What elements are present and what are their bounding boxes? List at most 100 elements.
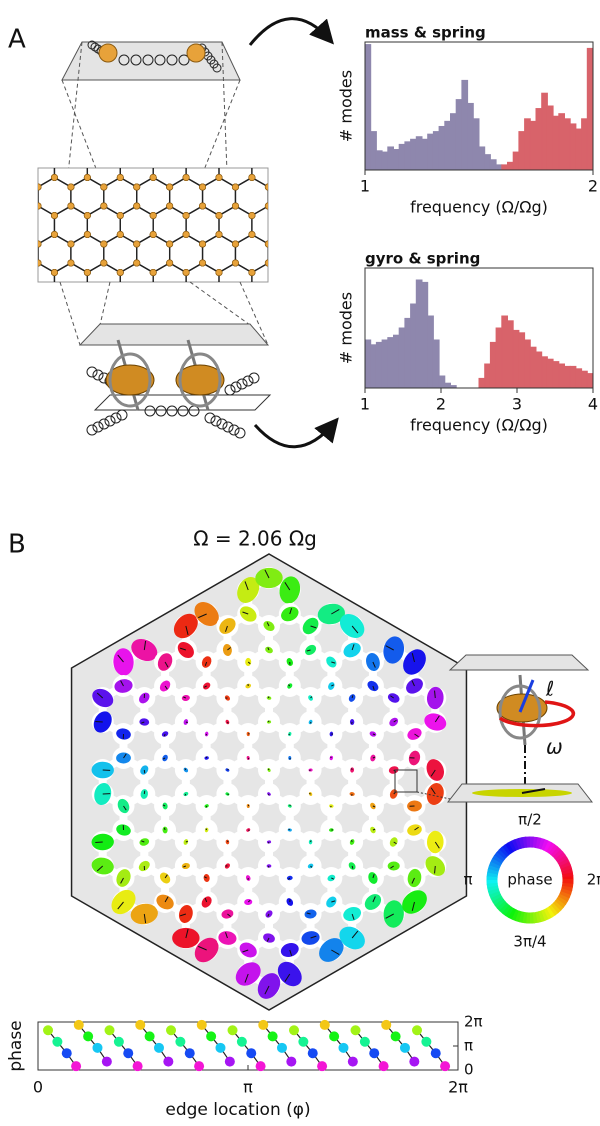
lattice-node — [249, 288, 255, 294]
panel-label: B — [8, 530, 26, 560]
lattice-node — [265, 146, 271, 152]
lattice-node — [216, 288, 222, 294]
x-tick-label: 1 — [360, 177, 370, 196]
gyro-pointer — [352, 695, 353, 698]
spring-coil — [105, 416, 115, 426]
histogram-bar — [565, 119, 571, 170]
lattice-node — [216, 117, 222, 123]
lattice-node — [84, 174, 90, 180]
hex-cell — [5, 235, 38, 273]
lattice-node — [84, 155, 90, 161]
histogram-bar — [451, 114, 457, 170]
lattice-node — [183, 269, 189, 275]
lattice-node — [265, 146, 271, 152]
gyro-pointer — [289, 829, 290, 830]
gyro-pointer — [248, 758, 249, 759]
histogram-bar — [445, 121, 451, 170]
lattice-node — [166, 317, 172, 323]
lattice-node — [2, 146, 8, 152]
lattice-node — [18, 212, 24, 218]
lattice-node — [282, 212, 288, 218]
gyro-pointer — [330, 806, 331, 807]
spring-coil — [87, 425, 97, 435]
phase-point — [246, 1048, 256, 1058]
wheel-label: π — [463, 871, 472, 889]
lattice-node — [150, 155, 156, 161]
x-tick-label: 2 — [436, 395, 446, 414]
lattice-node — [51, 288, 57, 294]
lattice-node — [199, 127, 205, 133]
lattice-node — [35, 127, 41, 133]
lattice-node — [2, 203, 8, 209]
lattice-node — [298, 146, 304, 152]
lattice-node — [298, 317, 304, 323]
phase-point — [369, 1048, 379, 1058]
lattice-node — [84, 288, 90, 294]
phase-point — [317, 1061, 327, 1071]
spring-coil — [87, 367, 97, 377]
lattice-node — [166, 146, 172, 152]
x-tick-label: 0 — [33, 1078, 43, 1097]
gyro-pointer — [290, 805, 291, 806]
lattice-node — [249, 269, 255, 275]
lattice-node — [298, 127, 304, 133]
hex-cell — [235, 121, 268, 159]
hex-cell — [0, 149, 22, 187]
spring-coil — [93, 422, 103, 432]
phase-point — [163, 1057, 173, 1067]
histogram-bar — [479, 378, 485, 388]
lattice-node — [134, 203, 140, 209]
phase-point — [348, 1057, 358, 1067]
lattice-node — [265, 127, 271, 133]
lattice-node — [2, 260, 8, 266]
phase-point — [114, 1037, 124, 1047]
y-axis-label: phase — [6, 1020, 26, 1071]
histogram-bar — [439, 126, 445, 170]
phase-point — [74, 1020, 84, 1030]
lattice-node — [2, 146, 8, 152]
lattice-node — [199, 298, 205, 304]
lattice-node — [166, 241, 172, 247]
lattice-node — [18, 174, 24, 180]
y-axis-label: # modes — [337, 292, 356, 364]
lattice-node — [315, 231, 321, 237]
lattice-node — [51, 155, 57, 161]
histogram-bar — [376, 151, 382, 170]
lattice-node — [249, 212, 255, 218]
lattice-node — [232, 146, 238, 152]
lattice-node — [101, 241, 107, 247]
lattice-node — [265, 298, 271, 304]
lattice-node — [282, 212, 288, 218]
hex-cell — [268, 292, 301, 330]
lattice-node — [134, 146, 140, 152]
lattice-node — [315, 174, 321, 180]
spring-coil — [189, 406, 199, 416]
hex-cell — [104, 121, 137, 159]
x-tick-label: 3 — [512, 395, 522, 414]
lattice-node — [35, 146, 41, 152]
lattice-node — [282, 174, 288, 180]
hex-cell — [0, 206, 22, 244]
histogram-bar — [508, 321, 514, 388]
phase-point — [237, 1037, 247, 1047]
lattice-node — [183, 288, 189, 294]
gyro-pointer — [268, 866, 269, 867]
lattice-node — [35, 203, 41, 209]
lattice-node — [282, 155, 288, 161]
hex-cell — [5, 121, 38, 159]
lattice-node — [232, 146, 238, 152]
lattice-node — [117, 288, 123, 294]
lattice-node — [51, 212, 57, 218]
histogram-bar — [485, 364, 491, 388]
phase-point — [135, 1020, 145, 1030]
lattice-node — [18, 212, 24, 218]
lattice-node — [265, 317, 271, 323]
hex-cell — [203, 121, 236, 159]
wheel-label: 3π/4 — [513, 933, 546, 951]
lattice-node — [199, 203, 205, 209]
wheel-label: π/2 — [518, 811, 542, 829]
x-axis-label: frequency (Ω/Ωg) — [410, 416, 548, 435]
lattice-node — [166, 298, 172, 304]
lattice-node — [249, 155, 255, 161]
gyro-pointer — [248, 805, 249, 806]
